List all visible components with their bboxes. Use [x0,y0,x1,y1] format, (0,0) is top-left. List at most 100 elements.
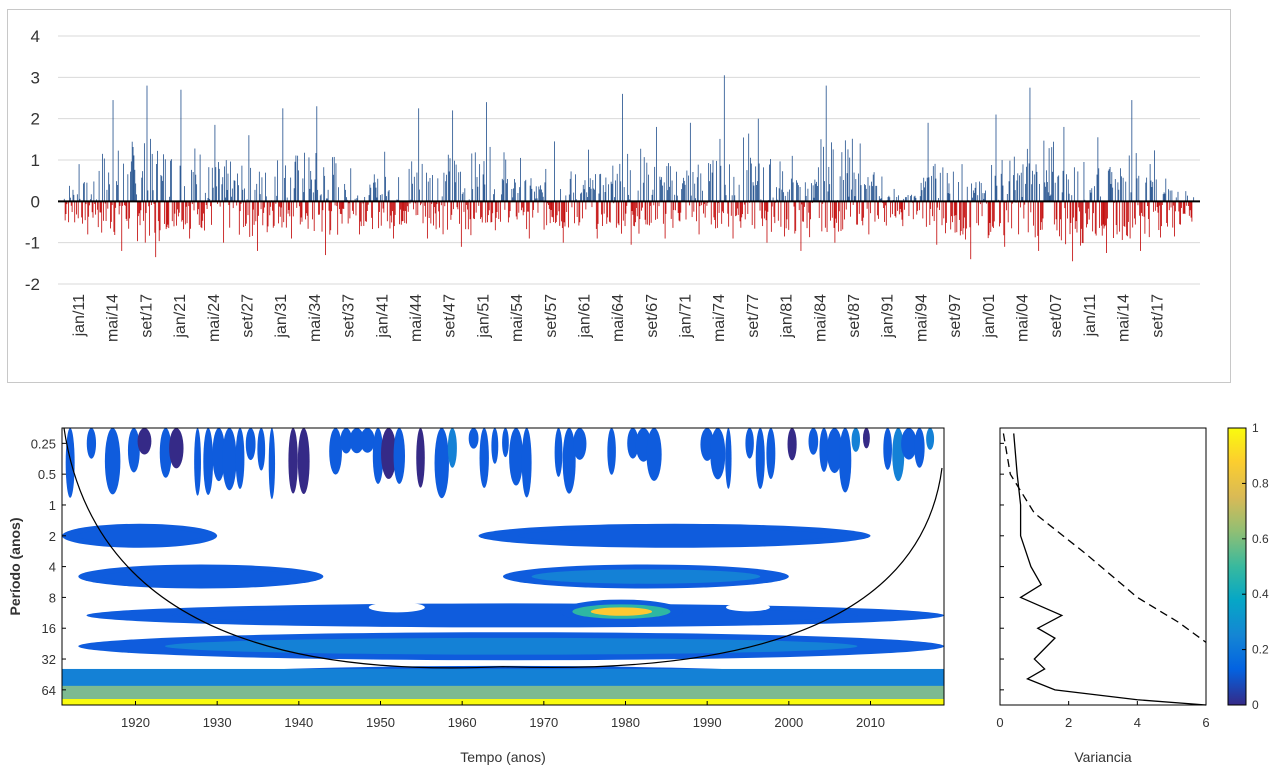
negative-bar [798,201,800,211]
positive-bar [817,185,818,202]
negative-bar [211,201,212,225]
positive-bar [1169,190,1171,202]
negative-bar [713,201,715,218]
y-tick-label: 4 [49,560,56,575]
negative-bar [522,201,524,216]
negative-bar [121,201,123,251]
negative-bar [68,201,70,223]
negative-bar [703,201,704,214]
positive-bar [221,184,223,202]
small-scale-power [883,428,892,470]
positive-bar [1063,126,1065,202]
positive-bar [314,179,316,202]
negative-bar [1055,201,1057,220]
negative-bar [1168,201,1170,211]
negative-bar [649,201,651,206]
positive-bar [994,175,996,202]
negative-bar [630,201,632,245]
positive-bar [820,139,822,202]
negative-bar [785,201,787,229]
negative-bar [992,201,994,229]
negative-bar [392,201,393,212]
negative-bar [959,201,960,220]
negative-bar [252,201,254,210]
positive-bar [924,187,925,202]
small-scale-power [755,428,765,489]
positive-bar [589,178,591,202]
x-tick-label: 1940 [284,715,313,730]
negative-bar [1158,201,1160,231]
negative-bar [743,201,745,205]
positive-bar [179,165,181,202]
negative-bar [675,201,676,211]
positive-bar [769,164,770,202]
positive-bar [896,196,898,202]
negative-bar [164,201,165,224]
negative-bar [597,201,599,224]
negative-bar [1038,201,1040,251]
positive-bar [308,157,310,202]
negative-bar [480,201,481,219]
positive-bar [195,174,197,202]
negative-bar [680,201,682,213]
negative-bar [710,201,712,225]
negative-bar [737,201,739,215]
bar-x-tick-labels: jan/11 mai/14 set/17 jan/21 mai/24 set/27 jan/… [71,294,1166,342]
negative-bar [1087,201,1089,209]
positive-bar [164,159,166,202]
small-scale-power [372,428,384,484]
positive-bar [443,172,445,202]
positive-bar [646,162,648,202]
positive-bar [357,195,359,202]
x-tick-label: jan/31 [273,294,290,339]
positive-bar [199,154,201,202]
negative-bar [465,201,467,230]
negative-bar [1141,201,1142,213]
negative-bar [260,201,262,210]
negative-bar [703,201,705,205]
negative-bar [1092,201,1094,232]
x-tick-label: 1960 [448,715,477,730]
positive-bar [712,160,714,202]
negative-bar [198,201,200,225]
negative-bar [950,201,952,230]
positive-bar [1163,192,1165,202]
negative-bar [631,201,633,212]
positive-bar [1046,170,1047,202]
negative-bar [990,201,992,232]
negative-bar [1080,201,1082,229]
negative-bar [296,201,298,208]
small-scale-power [787,428,797,461]
negative-bar [485,201,487,223]
x-tick-label: set/47 [442,294,459,338]
negative-bar [1105,201,1107,226]
positive-bar [1043,140,1045,202]
small-scale-power [349,428,365,454]
negative-bar [1113,201,1114,239]
positive-bar [501,178,503,202]
negative-bar [526,201,528,230]
positive-bar [683,180,685,202]
negative-bar [1081,201,1083,243]
positive-bar [1145,182,1147,202]
positive-bar [1110,183,1112,202]
x-tick-label: mai/74 [711,294,728,342]
positive-bar [237,173,238,202]
positive-bar [368,195,370,202]
negative-bar [626,201,628,206]
negative-bar [168,201,170,229]
positive-bar [694,183,696,202]
positive-bar [575,199,577,202]
positive-bar [949,193,951,202]
negative-bar [148,201,150,207]
negative-bar [1161,201,1163,205]
positive-bar [302,178,304,202]
negative-bar [634,201,636,227]
negative-bar [433,201,434,226]
negative-bar [322,201,324,211]
negative-bar [393,201,395,227]
positive-bar [356,198,358,202]
positive-bar [610,181,612,202]
positive-bar [602,185,604,202]
positive-bar [669,186,670,202]
